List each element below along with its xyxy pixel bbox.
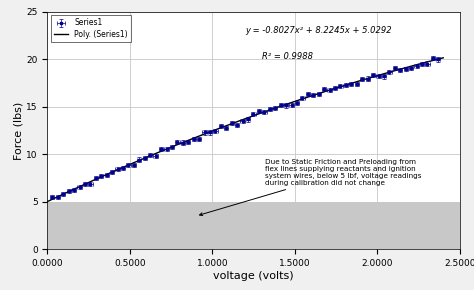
Poly. (Series1) [403, 66, 409, 69]
Poly. (Series1) [287, 102, 292, 105]
Text: R² = 0.9988: R² = 0.9988 [262, 52, 313, 61]
Bar [47, 202, 460, 249]
Poly. (Series1) [440, 56, 446, 59]
Poly. (Series1) [280, 104, 286, 107]
Poly. (Series1) [279, 104, 284, 108]
Line: Poly. (Series1): Poly. (Series1) [47, 58, 443, 202]
Text: y = -0.8027x² + 8.2245x + 5.0292: y = -0.8027x² + 8.2245x + 5.0292 [246, 26, 392, 35]
Poly. (Series1) [378, 73, 384, 76]
Text: Due to Static Friction and Preloading from
flex lines supplying reactants and ig: Due to Static Friction and Preloading fr… [200, 159, 422, 215]
Y-axis label: Force (lbs): Force (lbs) [13, 102, 23, 160]
X-axis label: voltage (volts): voltage (volts) [213, 271, 294, 281]
Poly. (Series1) [46, 199, 52, 203]
Poly. (Series1) [45, 200, 50, 203]
Legend: Series1, Poly. (Series1): Series1, Poly. (Series1) [51, 15, 131, 42]
